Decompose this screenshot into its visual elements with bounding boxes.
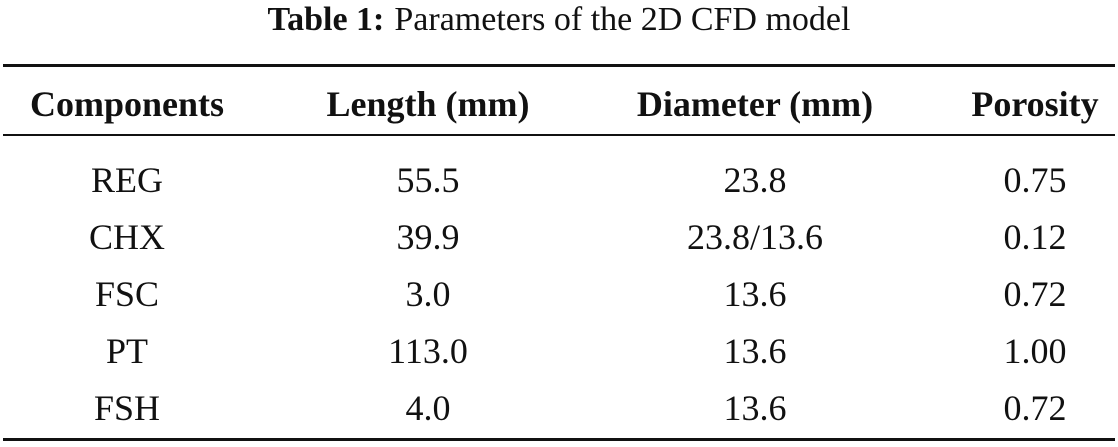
table-cell: 55.5 [396, 160, 460, 200]
caption: Table 1: Parameters of the 2D CFD model [0, 0, 1118, 40]
table-cell: PT [105, 331, 149, 371]
mid-rule [3, 134, 1115, 136]
table-cell: 13.6 [723, 331, 787, 371]
header-cell: Diameter (mm) [636, 84, 874, 124]
table-cell: FSH [93, 388, 161, 428]
table-cell: FSC [94, 274, 160, 314]
table-cell: 113.0 [388, 331, 468, 371]
header-cell: Length (mm) [326, 84, 530, 124]
table-cell: 23.8 [723, 160, 787, 200]
table-cell: 0.72 [1003, 274, 1067, 314]
table-cell: CHX [88, 217, 166, 257]
table-cell: 1.00 [1003, 331, 1067, 371]
table-cell: 0.72 [1003, 388, 1067, 428]
table-cell: 23.8/13.6 [686, 217, 824, 257]
top-rule [3, 64, 1115, 67]
caption-label: Table 1: [267, 1, 385, 38]
header-cell: Components [29, 84, 225, 124]
header-cell: Porosity [971, 84, 1099, 124]
table-cell: 13.6 [723, 274, 787, 314]
table-cell: 13.6 [723, 388, 787, 428]
table-cell: 3.0 [405, 274, 451, 314]
table-cell: 0.12 [1003, 217, 1067, 257]
bottom-rule [3, 438, 1115, 441]
table-cell: REG [91, 160, 163, 200]
table-cell: 4.0 [405, 388, 451, 428]
table-cell: 39.9 [396, 217, 460, 257]
table-cell: 0.75 [1003, 160, 1067, 200]
caption-text: Parameters of the 2D CFD model [394, 1, 851, 38]
